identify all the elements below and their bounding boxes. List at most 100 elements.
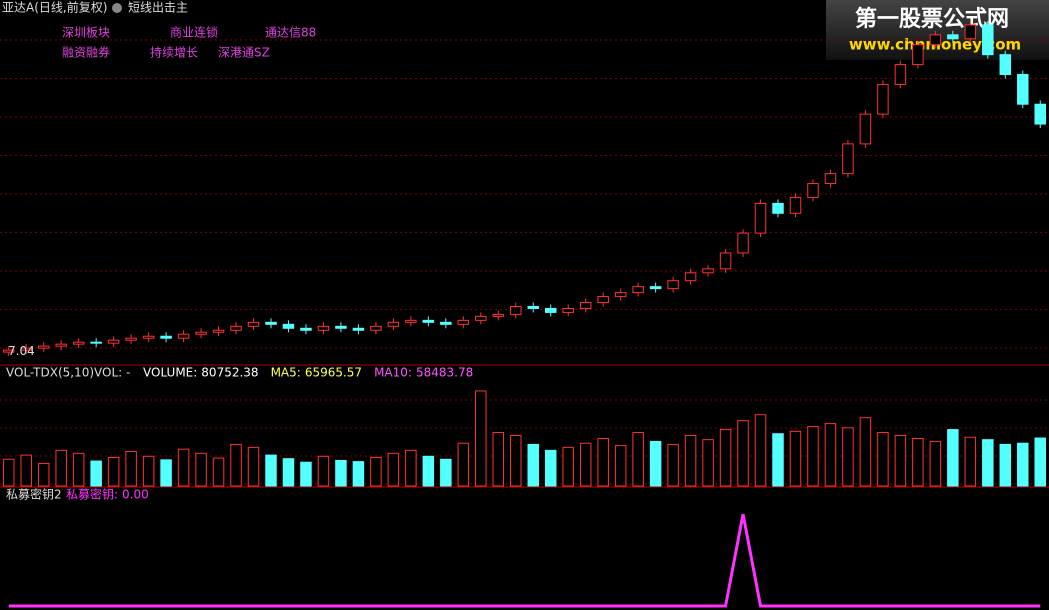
candle-body: [964, 24, 977, 40]
tag: 深圳板块: [62, 26, 110, 40]
candle-body: [230, 325, 242, 331]
candle-body: [719, 252, 732, 270]
volume-bar: [684, 435, 697, 487]
volume-bar: [824, 423, 837, 487]
volume-bar: [737, 420, 749, 487]
volume-bar: [405, 449, 417, 487]
volume-bar: [352, 461, 365, 487]
candle-body: [72, 341, 85, 345]
candle-body: [1034, 103, 1047, 125]
candle-body: [999, 54, 1012, 75]
candle-body: [614, 292, 627, 298]
candle-body: [55, 343, 67, 347]
volume-bar: [982, 439, 994, 487]
low-label: 7.04: [8, 344, 35, 358]
tag: 商业连锁: [170, 25, 218, 40]
volume-bar: [142, 455, 155, 487]
volume-bar: [125, 451, 137, 487]
candle-body: [772, 202, 784, 214]
candle-body: [300, 327, 312, 331]
candle-body: [370, 325, 382, 331]
candle-body: [737, 232, 749, 254]
volume-bar: [107, 456, 120, 487]
panel-title: VOL-TDX(5,10): [6, 366, 94, 380]
icon: [112, 3, 122, 13]
candle-body: [894, 64, 907, 85]
volume-bar: [2, 458, 15, 487]
candle-body: [335, 325, 347, 329]
candle-body: [527, 305, 539, 309]
volume-bar: [807, 426, 819, 487]
volume-bar: [317, 455, 330, 487]
candle-body: [789, 196, 802, 214]
indicator-line: [8, 513, 1041, 608]
watermark-box: [826, 0, 1049, 60]
volume-bar: [667, 443, 679, 487]
volume-bar: [90, 460, 102, 487]
volume-bar: [544, 449, 557, 487]
candle-body: [492, 313, 505, 317]
volume-bar: [929, 440, 942, 487]
legend-label: MA5:: [271, 366, 301, 380]
candle-body: [1017, 73, 1029, 105]
candle-body: [247, 321, 260, 327]
candle-body: [667, 280, 679, 290]
candle-body: [90, 341, 102, 344]
candle-body: [177, 333, 190, 339]
candle-body: [807, 183, 819, 198]
volume-bar: [265, 454, 277, 487]
tag: 持续增长: [150, 45, 198, 60]
candle-body: [632, 286, 644, 294]
volume-bar: [300, 461, 312, 487]
volume-bar: [719, 429, 732, 487]
series-label: 私募密钥:: [66, 487, 118, 502]
volume-bar: [160, 459, 172, 487]
tag: 深港通SZ: [218, 46, 270, 60]
legend-value: 80752.38: [201, 366, 258, 380]
candle-body: [544, 307, 557, 313]
volume-bar: [37, 462, 50, 487]
volume-bar: [1017, 442, 1029, 487]
candle-body: [2, 349, 15, 353]
volume-bar: [772, 433, 784, 487]
indicator-name: 短线出击主: [128, 1, 188, 15]
candle-body: [405, 319, 417, 323]
candle-body: [562, 307, 574, 313]
volume-bar: [247, 446, 260, 487]
volume-bar: [702, 439, 714, 487]
volume-bar: [999, 443, 1012, 487]
volume-bar: [527, 443, 539, 487]
candle-body: [125, 337, 137, 341]
volume-bar: [894, 435, 907, 487]
candle-body: [160, 335, 172, 339]
legend-label: MA10:: [374, 366, 412, 380]
candle-body: [317, 325, 330, 331]
volume-bar: [632, 432, 644, 487]
volume-bar: [877, 432, 889, 487]
candle-body: [440, 321, 452, 325]
candle-body: [212, 329, 225, 333]
panel-title: 私募密钥2: [6, 487, 62, 502]
candle-body: [912, 44, 924, 66]
volume-bar: [387, 452, 400, 487]
candle-body: [510, 305, 522, 315]
volume-bar: [370, 456, 382, 487]
candle-body: [754, 202, 767, 234]
candle-body: [265, 321, 277, 325]
series-value: 0.00: [122, 488, 149, 502]
candle-body: [195, 331, 207, 335]
volume-bar: [212, 457, 225, 487]
volume-bar: [597, 437, 609, 487]
candle-body: [107, 339, 120, 344]
volume-bar: [1034, 437, 1047, 487]
volume-bar: [55, 449, 67, 487]
stock-name: 亚达A(日线,前复权): [2, 0, 107, 15]
volume-bar: [614, 445, 627, 487]
candle-body: [982, 24, 994, 56]
candle-body: [142, 335, 155, 339]
volume-bar: [457, 442, 470, 487]
volume-bar: [754, 414, 767, 487]
